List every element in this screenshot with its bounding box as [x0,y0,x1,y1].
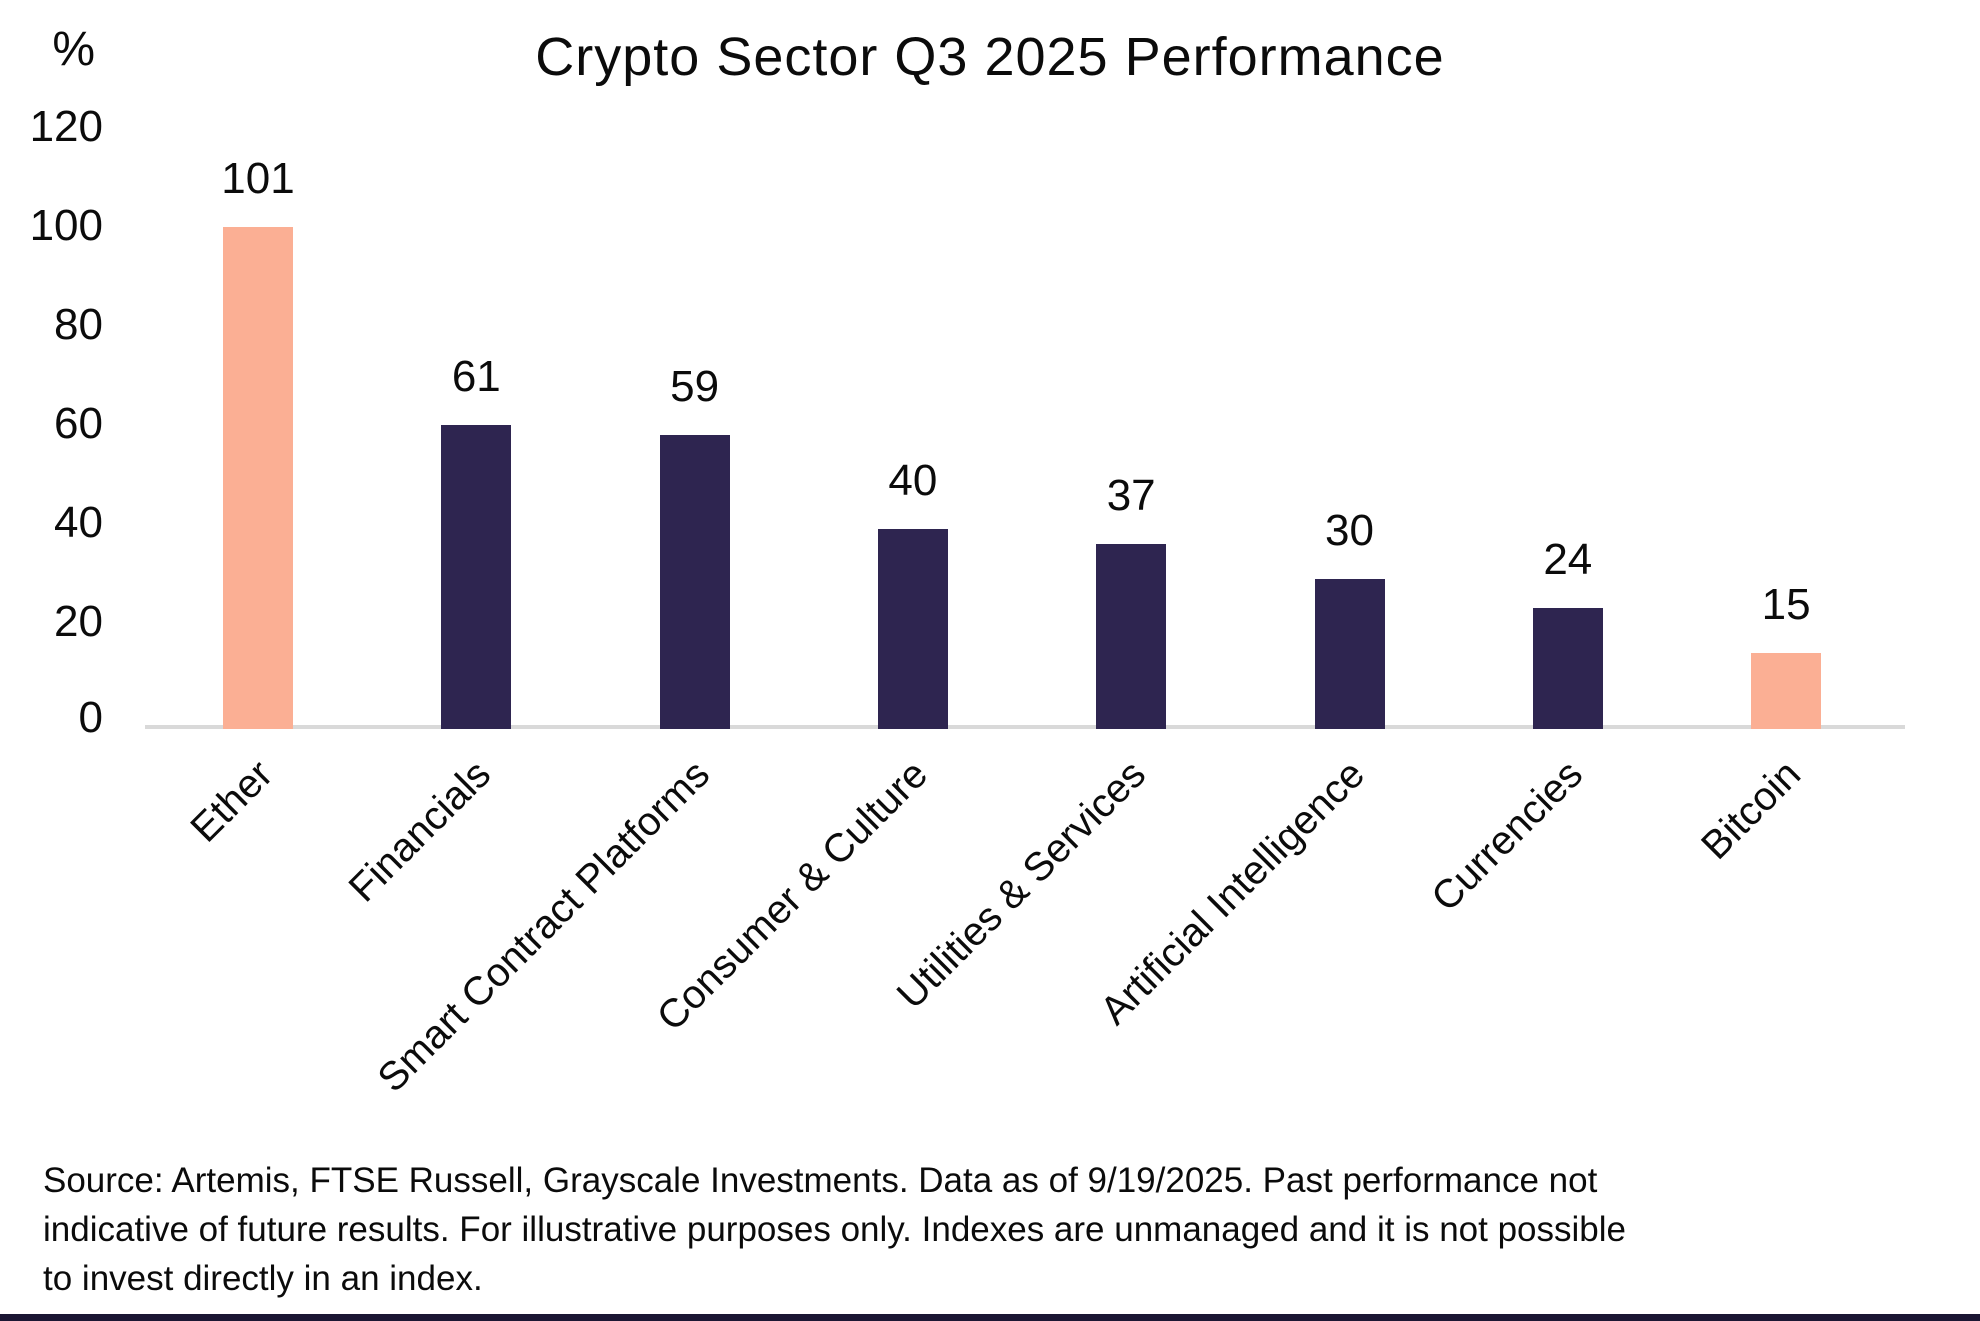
y-axis-unit-label: % [52,23,95,76]
y-axis-tick-label: 80 [54,300,103,349]
y-axis-tick-label: 0 [78,693,103,742]
y-axis-tick-label: 40 [54,498,103,547]
bar-value-label-ether: 101 [221,154,295,204]
bar-artificial-intelligence [1314,578,1385,729]
y-axis-tick-label: 120 [29,102,103,151]
bar-currencies [1532,608,1603,729]
x-axis-label-utilities-services: Utilities & Services [888,752,1155,1018]
y-axis-tick-label: 100 [29,201,103,250]
source-note-line: Source: Artemis, FTSE Russell, Grayscale… [43,1161,1598,1200]
source-note: Source: Artemis, FTSE Russell, Grayscale… [43,1156,1943,1303]
y-axis-tick-label: 60 [54,399,103,448]
bar-value-label-consumer-culture: 40 [888,456,938,505]
x-axis-line [145,725,1905,729]
bar-ether [223,227,293,729]
x-axis-label-ether: Ether [182,752,282,851]
bar-consumer-culture [877,529,948,729]
bar-value-label-financials: 61 [451,352,501,402]
source-note-line: indicative of future results. For illust… [43,1210,1626,1249]
y-axis-tick-label: 20 [54,597,103,646]
bar-value-label-bitcoin: 15 [1761,579,1811,629]
bar-value-label-artificial-intelligence: 30 [1325,505,1374,555]
bar-bitcoin [1751,652,1822,729]
bar-financials [441,425,512,729]
bar-utilities-services [1096,543,1167,729]
x-axis-label-currencies: Currencies [1423,752,1591,920]
chart-title: Crypto Sector Q3 2025 Performance [535,27,1445,87]
footer-brand-bar [0,1314,1980,1321]
bar-value-label-currencies: 24 [1543,535,1593,585]
bar-value-label-smart-contract-platforms: 59 [670,361,720,411]
x-axis-label-bitcoin: Bitcoin [1693,752,1810,869]
x-axis-label-financials: Financials [340,752,500,911]
bar-smart-contract-platforms [659,434,730,729]
source-note-line: to invest directly in an index. [43,1259,483,1298]
bar-value-label-utilities-services: 37 [1106,470,1156,520]
